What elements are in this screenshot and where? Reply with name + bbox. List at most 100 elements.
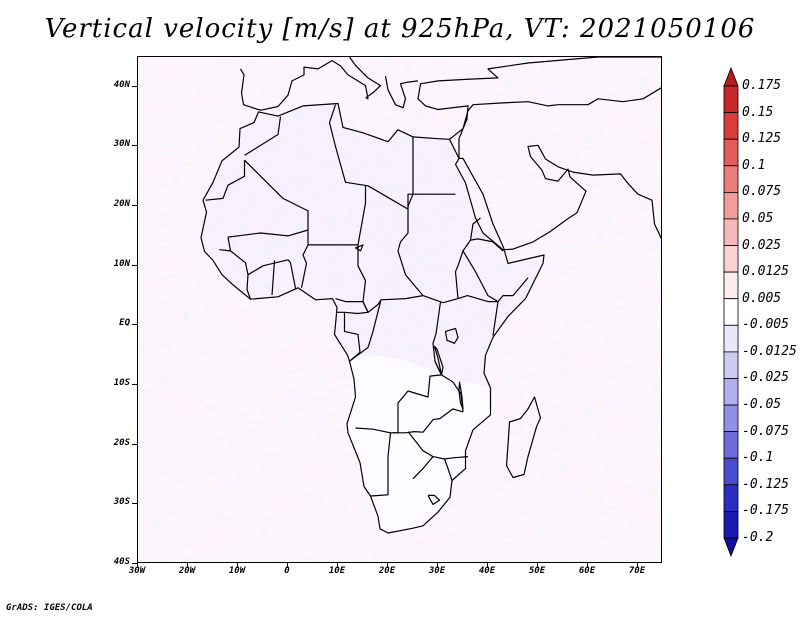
country-border bbox=[407, 431, 453, 481]
colorbar-swatch bbox=[723, 191, 739, 220]
colorbar-label: -0.1 bbox=[742, 450, 774, 466]
africa-coastline bbox=[200, 102, 545, 534]
lon-tick bbox=[537, 563, 538, 568]
colorbar-swatch bbox=[723, 510, 739, 539]
lon-label: 0 bbox=[284, 566, 290, 576]
colorbar-label: -0.0125 bbox=[742, 343, 797, 359]
lon-label: 70E bbox=[628, 566, 646, 576]
colorbar-label: -0.075 bbox=[742, 423, 789, 439]
lat-tick bbox=[132, 324, 137, 326]
country-border bbox=[300, 230, 309, 288]
lat-tick bbox=[132, 384, 137, 386]
colorbar-swatch bbox=[723, 484, 739, 512]
lon-label: 60E bbox=[578, 566, 596, 576]
lat-label: 10S bbox=[113, 378, 130, 389]
colorbar-swatch bbox=[723, 138, 739, 167]
colorbar-label: 0.175 bbox=[742, 78, 782, 93]
colorbar-label: -0.05 bbox=[742, 397, 782, 413]
colorbar-label: 0.025 bbox=[742, 237, 782, 253]
country-border bbox=[246, 274, 252, 300]
colorbar-label: 0.125 bbox=[742, 131, 782, 147]
lat-label: 40N bbox=[113, 79, 130, 90]
colorbar-label: -0.125 bbox=[742, 476, 789, 492]
country-border bbox=[397, 209, 499, 336]
colorbar-swatch bbox=[723, 431, 739, 459]
colorbar-label: -0.025 bbox=[742, 370, 789, 386]
lon-tick bbox=[387, 563, 388, 568]
lon-tick bbox=[137, 563, 138, 568]
colorbar-swatch bbox=[723, 457, 739, 486]
lat-tick bbox=[132, 443, 137, 445]
colorbar-label: -0.005 bbox=[742, 317, 789, 333]
lat-tick bbox=[132, 503, 137, 505]
colorbar-swatch bbox=[723, 378, 739, 406]
lon-tick bbox=[337, 563, 338, 568]
map-plot-area bbox=[137, 56, 662, 563]
lon-tick bbox=[487, 563, 488, 568]
lon-tick bbox=[237, 563, 238, 568]
colorbar-swatch bbox=[723, 66, 739, 87]
chart-title: Vertical velocity [m/s] at 925hPa, VT: 2… bbox=[44, 14, 756, 44]
colorbar-label: 0.15 bbox=[742, 104, 774, 120]
lat-tick bbox=[132, 145, 137, 147]
europe-coastline bbox=[239, 60, 333, 111]
colorbar-swatch bbox=[723, 537, 739, 558]
lon-tick bbox=[587, 563, 588, 568]
lon-label: 40E bbox=[478, 566, 496, 576]
country-border bbox=[444, 456, 469, 460]
colorbar-swatch bbox=[723, 112, 739, 140]
colorbar-label: 0.0125 bbox=[742, 264, 789, 280]
lon-label: 10E bbox=[328, 566, 346, 576]
lon-label: 30E bbox=[428, 566, 446, 576]
colorbar-label: 0.075 bbox=[742, 184, 782, 200]
country-border bbox=[271, 260, 276, 296]
country-border bbox=[205, 160, 246, 201]
colorbar-swatch bbox=[723, 165, 739, 193]
lake-outline bbox=[433, 345, 444, 376]
madagascar-coastline bbox=[505, 396, 542, 479]
country-border bbox=[407, 193, 456, 210]
colorbar-swatch bbox=[723, 404, 739, 433]
lat-label: 30S bbox=[113, 497, 130, 508]
colorbar-swatch bbox=[723, 85, 739, 114]
lat-label: 30N bbox=[113, 139, 130, 150]
lat-label: 10N bbox=[113, 258, 130, 269]
lat-label: EQ bbox=[119, 318, 130, 329]
colorbar-swatch bbox=[723, 298, 739, 326]
country-borders bbox=[200, 57, 661, 534]
country-border bbox=[219, 249, 231, 252]
country-border bbox=[412, 456, 434, 480]
greece-coastline bbox=[384, 75, 419, 109]
lon-tick bbox=[187, 563, 188, 568]
lat-tick bbox=[132, 85, 137, 87]
colorbar-swatch bbox=[723, 324, 739, 353]
colorbar-swatch bbox=[723, 218, 739, 246]
lon-label: 10W bbox=[228, 566, 246, 576]
colorbar-label: 0.1 bbox=[742, 157, 766, 173]
lon-tick bbox=[637, 563, 638, 568]
country-border bbox=[462, 250, 529, 303]
lake-outline bbox=[354, 244, 364, 252]
colorbar-swatch bbox=[723, 245, 739, 273]
lat-tick bbox=[132, 205, 137, 207]
country-border bbox=[393, 408, 464, 434]
africa-map bbox=[138, 57, 661, 562]
country-border bbox=[370, 360, 443, 497]
country-border bbox=[244, 116, 282, 156]
lat-tick bbox=[132, 563, 137, 564]
country-border bbox=[470, 238, 504, 252]
country-border bbox=[355, 427, 391, 434]
country-border bbox=[343, 312, 361, 362]
lat-label: 20S bbox=[113, 437, 130, 448]
lake-outline bbox=[458, 381, 464, 410]
country-border bbox=[328, 104, 414, 210]
lat-tick bbox=[132, 264, 137, 266]
grads-credit: GrADS: IGES/COLA bbox=[6, 603, 93, 613]
lon-label: 50E bbox=[528, 566, 546, 576]
lat-label: 20N bbox=[113, 199, 130, 210]
colorbar-label: 0.05 bbox=[742, 210, 774, 226]
colorbar-label: -0.175 bbox=[742, 503, 789, 519]
lon-tick bbox=[287, 563, 288, 568]
italy-coastline bbox=[331, 57, 382, 100]
land-overlay bbox=[201, 103, 544, 533]
